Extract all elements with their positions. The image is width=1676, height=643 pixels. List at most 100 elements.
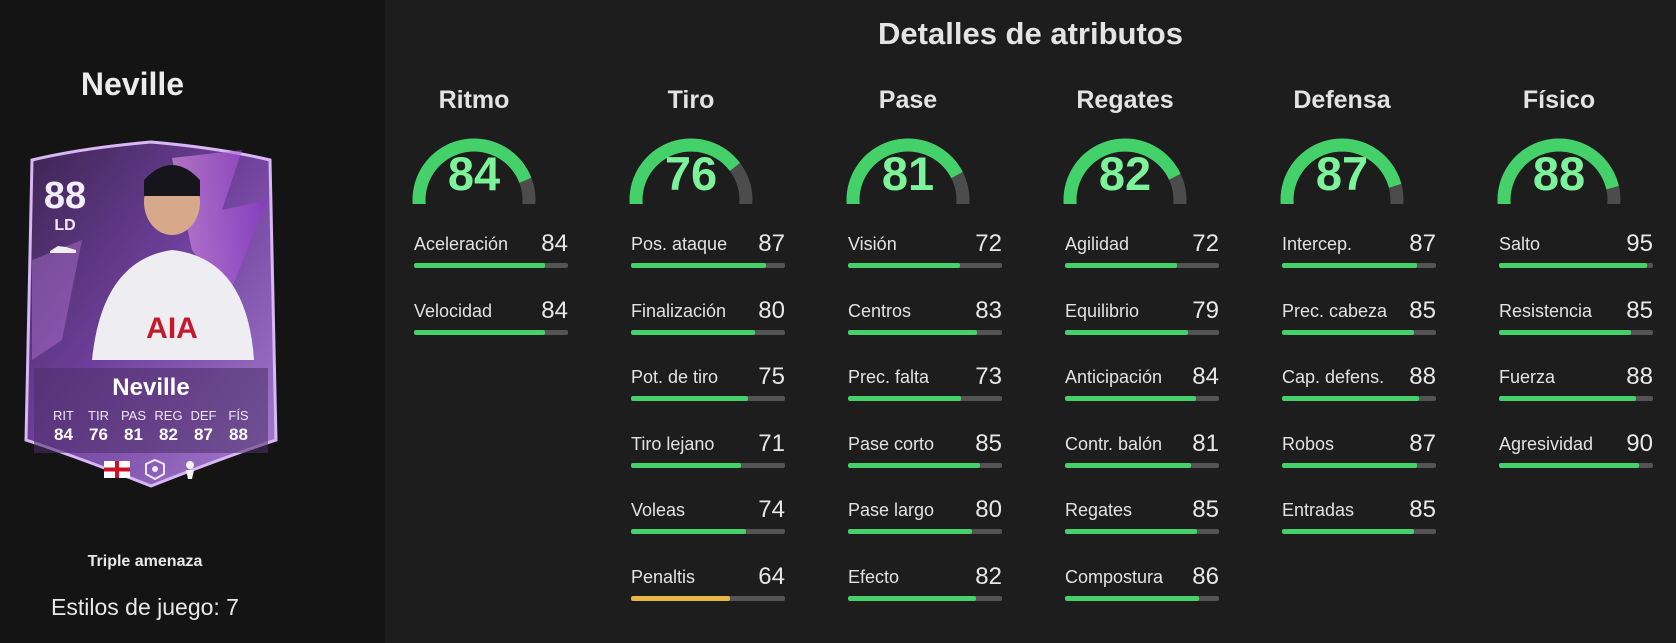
attribute-bar-fill bbox=[1499, 263, 1647, 268]
attribute-row: Visión 72 bbox=[848, 230, 1008, 297]
attribute-name: Agilidad bbox=[1065, 234, 1130, 254]
player-card[interactable]: AIA 88 LD Neville RIT 84 TIR 76 PAS 81 R… bbox=[22, 140, 280, 490]
gauge-arc bbox=[412, 138, 536, 204]
category-gauge: 82 bbox=[1045, 124, 1205, 204]
gauge-arc bbox=[1063, 138, 1187, 204]
attribute-name: Entradas bbox=[1282, 500, 1355, 520]
attribute-bar-track bbox=[1065, 396, 1219, 401]
attribute-bar-track bbox=[414, 329, 568, 335]
attribute-name: Pot. de tiro bbox=[631, 367, 719, 387]
attribute-value: 80 bbox=[758, 296, 785, 324]
attribute-name: Aceleración bbox=[414, 234, 509, 254]
attribute-list: Aceleración 84 Velocidad 84 bbox=[414, 230, 574, 363]
card-stat-value: 84 bbox=[54, 425, 73, 444]
gauge-fill bbox=[629, 138, 740, 204]
attribute-value: 72 bbox=[975, 230, 1002, 257]
attribute-row: Agilidad 72 bbox=[1065, 230, 1225, 297]
attribute-row: Agresividad 90 bbox=[1499, 430, 1659, 497]
attribute-name: Penaltis bbox=[631, 566, 696, 587]
card-stats: RIT 84 TIR 76 PAS 81 REG 82 DEF 87 FÍS 8… bbox=[46, 408, 256, 445]
attribute-name: Robos bbox=[1282, 433, 1335, 454]
attribute-bar-track bbox=[848, 329, 1002, 335]
attribute-row: Finalización 80 bbox=[631, 297, 791, 364]
attribute-value: 87 bbox=[1409, 230, 1436, 257]
attribute-bar-track bbox=[1065, 529, 1219, 534]
attribute-bar-track bbox=[1499, 329, 1653, 335]
attribute-bar-track bbox=[1065, 595, 1219, 601]
attribute-bar-fill bbox=[1499, 329, 1632, 335]
category-value: 81 bbox=[881, 147, 935, 200]
attribute-name: Contr. balón bbox=[1065, 433, 1163, 454]
attribute-bar-track bbox=[1065, 462, 1219, 468]
attribute-bar-track bbox=[848, 529, 1002, 534]
attribute-row: Efecto 82 bbox=[848, 563, 1008, 630]
svg-text:AIA: AIA bbox=[146, 312, 198, 345]
player-panel: Neville AIA 88 bbox=[0, 0, 385, 643]
attribute-name: Tiro lejano bbox=[631, 433, 715, 454]
attribute-row: Intercep. 87 bbox=[1282, 230, 1442, 297]
attribute-bar-fill bbox=[848, 529, 973, 534]
attribute-value: 87 bbox=[758, 230, 785, 257]
category-pase: Pase 81 Visión 72 Centros 83 Prec. falta 73 Pase… bbox=[828, 86, 1002, 601]
card-stat-label: DEF bbox=[190, 408, 217, 423]
attribute-bar-track bbox=[1282, 529, 1436, 534]
attribute-name: Regates bbox=[1065, 500, 1133, 520]
category-tiro: Tiro 76 Pos. ataque 87 Finalización 80 Pot. de… bbox=[611, 86, 785, 601]
attribute-name: Pase corto bbox=[848, 433, 935, 454]
attribute-row: Prec. falta 73 bbox=[848, 363, 1008, 430]
attribute-row: Aceleración 84 bbox=[414, 230, 574, 297]
card-stat-label: FÍS bbox=[228, 408, 249, 423]
attribute-bar-fill bbox=[1282, 462, 1418, 468]
category-value: 88 bbox=[1532, 147, 1586, 200]
attribute-value: 84 bbox=[541, 296, 568, 324]
gauge-arc bbox=[1280, 138, 1404, 204]
attribute-value: 72 bbox=[1192, 230, 1219, 257]
attribute-row: Velocidad 84 bbox=[414, 297, 574, 364]
attribute-list: Intercep. 87 Prec. cabeza 85 Cap. defens. 88 R… bbox=[1282, 230, 1442, 563]
attribute-name: Equilibrio bbox=[1065, 300, 1140, 321]
attribute-name: Fuerza bbox=[1499, 367, 1556, 387]
attribute-value: 95 bbox=[1626, 230, 1653, 257]
attribute-list: Agilidad 72 Equilibrio 79 Anticipación 84 Cont… bbox=[1065, 230, 1225, 629]
attribute-bar-track bbox=[848, 462, 1002, 468]
attribute-name: Voleas bbox=[631, 500, 686, 520]
card-position: LD bbox=[54, 217, 76, 234]
england-flag-icon bbox=[104, 461, 130, 478]
attribute-row: Salto 95 bbox=[1499, 230, 1659, 297]
attribute-row: Prec. cabeza 85 bbox=[1282, 297, 1442, 364]
attribute-bar-fill bbox=[1282, 329, 1415, 335]
attribute-name: Efecto bbox=[848, 566, 900, 587]
attribute-bar-track bbox=[1499, 263, 1653, 268]
attribute-row: Compostura 86 bbox=[1065, 563, 1225, 630]
club-crest-icon bbox=[186, 461, 194, 479]
card-rating: 88 bbox=[43, 175, 87, 217]
playstyle-label: Triple amenaza bbox=[87, 553, 203, 570]
card-stat-value: 81 bbox=[124, 425, 143, 444]
attribute-value: 84 bbox=[1192, 363, 1219, 390]
nation-league-club-icons bbox=[104, 458, 194, 480]
category-value: 87 bbox=[1315, 147, 1369, 200]
attribute-bar-fill bbox=[1065, 396, 1196, 401]
attribute-name: Pos. ataque bbox=[631, 234, 728, 254]
attribute-value: 83 bbox=[975, 296, 1002, 324]
attribute-row: Centros 83 bbox=[848, 297, 1008, 364]
boot-icon bbox=[50, 246, 76, 253]
attribute-name: Compostura bbox=[1065, 566, 1164, 587]
attribute-row: Contr. balón 81 bbox=[1065, 430, 1225, 497]
attribute-bar-fill bbox=[1065, 462, 1191, 468]
attribute-bar-fill bbox=[414, 263, 545, 268]
attribute-list: Pos. ataque 87 Finalización 80 Pot. de tiro 7… bbox=[631, 230, 791, 629]
card-stat-label: RIT bbox=[53, 408, 74, 423]
card-stat-label: PAS bbox=[120, 408, 147, 423]
attribute-value: 64 bbox=[758, 562, 785, 590]
attribute-row: Regates 85 bbox=[1065, 496, 1225, 563]
attribute-value: 85 bbox=[1192, 496, 1219, 523]
attribute-bar-fill bbox=[631, 329, 756, 335]
category-value: 84 bbox=[447, 147, 501, 200]
card-stat: FÍS 88 bbox=[221, 408, 256, 445]
attribute-bar-fill bbox=[848, 595, 976, 601]
attribute-bar-fill bbox=[414, 329, 545, 335]
category-title: Defensa bbox=[1293, 86, 1391, 114]
attribute-bar-fill bbox=[1499, 396, 1636, 401]
attribute-value: 73 bbox=[975, 363, 1002, 390]
